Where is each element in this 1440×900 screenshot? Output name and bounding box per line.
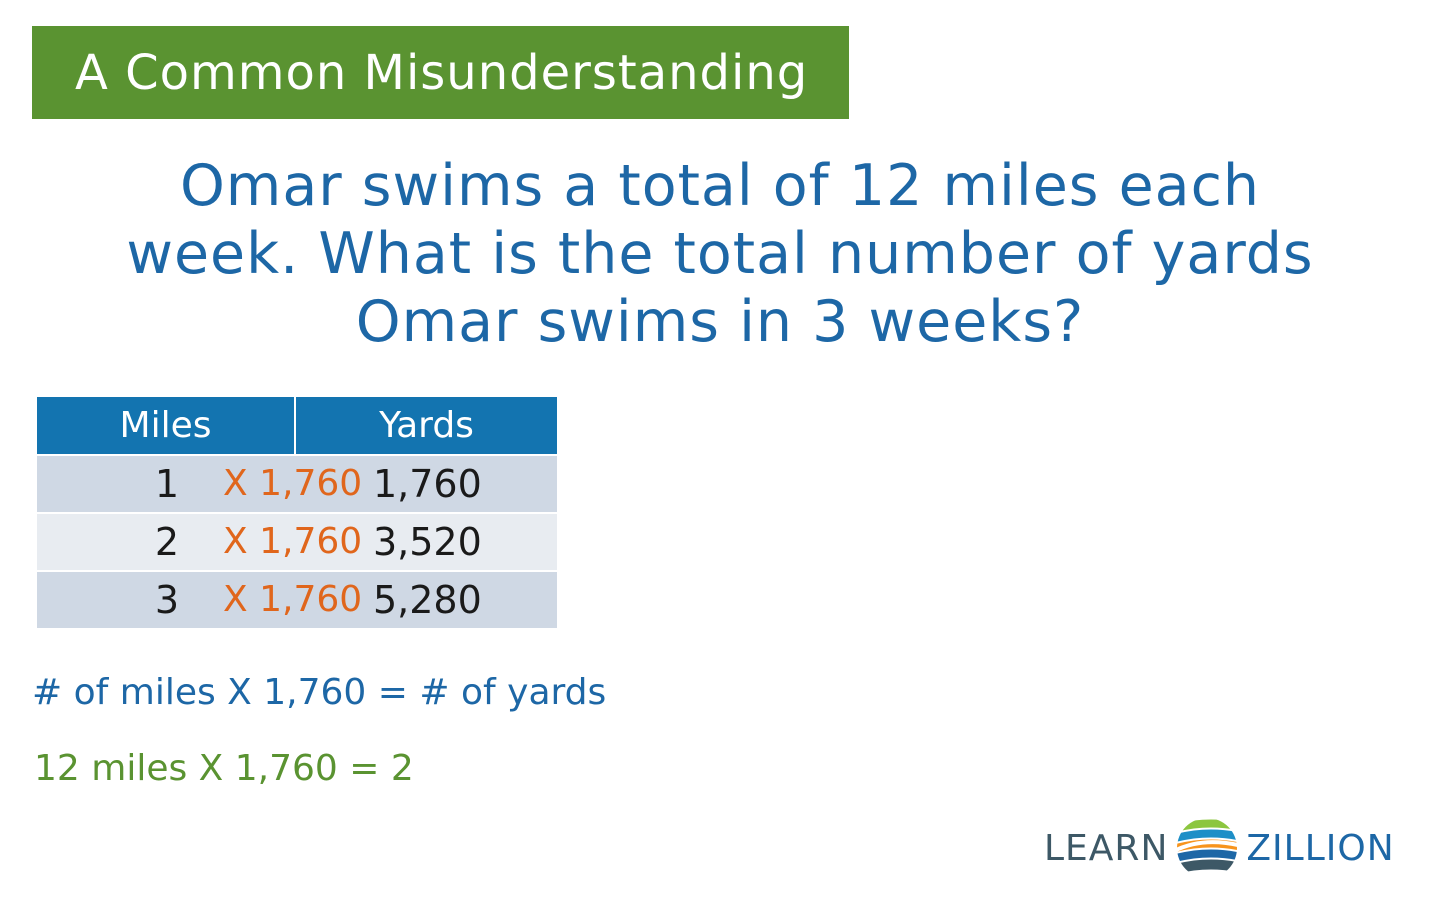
- header-miles: Miles: [37, 397, 296, 454]
- conversion-formula: # of miles X 1,760 = # of yards: [32, 672, 607, 713]
- miles-cell: 3: [154, 578, 180, 622]
- learnzillion-logo: LEARN ZILLION: [1044, 812, 1395, 884]
- multiplier-annotation: X 1,760: [223, 521, 363, 562]
- table-row: 1 X 1,760 1,760: [37, 456, 557, 512]
- slide-title: A Common Misunderstanding: [75, 44, 809, 101]
- miles-cell: 1: [154, 462, 180, 506]
- table-header: Miles Yards: [37, 397, 557, 454]
- globe-swoosh-icon: [1173, 818, 1239, 878]
- multiplier-annotation: X 1,760: [223, 579, 363, 620]
- miles-cell: 2: [154, 520, 180, 564]
- table-row: 3 X 1,760 5,280: [37, 572, 557, 628]
- logo-text-zillion: ZILLION: [1246, 827, 1395, 869]
- table-row: 2 X 1,760 3,520: [37, 514, 557, 570]
- title-banner: A Common Misunderstanding: [32, 26, 849, 119]
- conversion-table: Miles Yards 1 X 1,760 1,760 2 X 1,760 3,…: [37, 397, 557, 628]
- word-problem: Omar swims a total of 12 miles each week…: [126, 153, 1314, 355]
- worked-equation: 12 miles X 1,760 = 2: [34, 748, 414, 789]
- multiplier-annotation: X 1,760: [223, 463, 363, 504]
- yards-cell: 3,520: [373, 520, 482, 564]
- logo-text-learn: LEARN: [1044, 827, 1169, 869]
- header-yards: Yards: [379, 405, 474, 446]
- yards-cell: 5,280: [373, 578, 482, 622]
- yards-cell: 1,760: [373, 462, 482, 506]
